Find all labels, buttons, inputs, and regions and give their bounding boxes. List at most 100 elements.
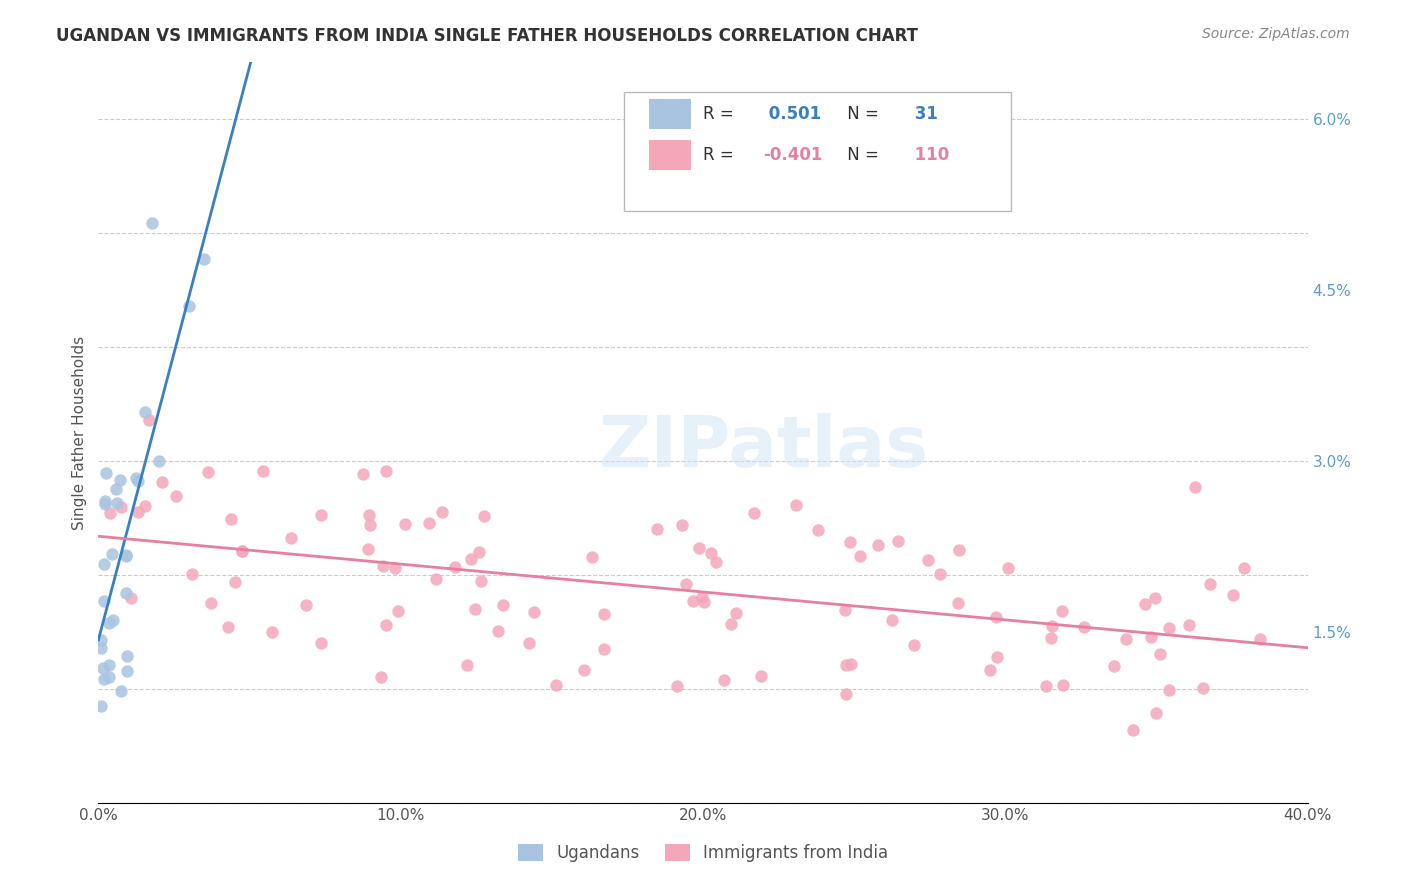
Point bbox=[134, 500, 156, 514]
Point bbox=[456, 657, 478, 672]
Point bbox=[375, 617, 398, 632]
Point bbox=[141, 215, 163, 229]
Point bbox=[645, 522, 668, 536]
Point bbox=[866, 538, 889, 552]
Text: N =: N = bbox=[842, 146, 884, 164]
Point bbox=[138, 413, 160, 427]
Point bbox=[1140, 630, 1163, 644]
Point bbox=[834, 602, 856, 616]
Point bbox=[98, 657, 121, 672]
Point bbox=[360, 517, 382, 532]
Point bbox=[1249, 632, 1271, 647]
Point bbox=[467, 545, 489, 559]
Text: N =: N = bbox=[842, 105, 884, 123]
Point bbox=[903, 638, 925, 652]
Point bbox=[1184, 480, 1206, 494]
Point bbox=[90, 699, 112, 714]
Point bbox=[470, 574, 492, 588]
Point bbox=[1040, 619, 1063, 633]
Text: ZIPatlas: ZIPatlas bbox=[599, 413, 928, 482]
Point bbox=[1052, 678, 1074, 692]
Point bbox=[197, 466, 219, 480]
Point bbox=[1192, 681, 1215, 695]
Point bbox=[880, 613, 903, 627]
Point bbox=[127, 505, 149, 519]
Point bbox=[124, 471, 146, 485]
Point bbox=[91, 661, 114, 675]
Point bbox=[374, 464, 396, 478]
Point bbox=[101, 547, 124, 561]
Point bbox=[224, 574, 246, 589]
Point bbox=[110, 500, 132, 514]
Point bbox=[464, 602, 486, 616]
Point bbox=[593, 641, 616, 656]
FancyBboxPatch shape bbox=[648, 140, 690, 169]
Point bbox=[839, 657, 862, 671]
Point bbox=[1222, 588, 1244, 602]
Point bbox=[110, 684, 132, 698]
Point bbox=[929, 566, 952, 581]
Point bbox=[946, 596, 969, 610]
Point bbox=[93, 557, 115, 571]
Point bbox=[295, 599, 318, 613]
Point bbox=[807, 523, 830, 537]
Point bbox=[700, 546, 723, 560]
FancyBboxPatch shape bbox=[624, 92, 1011, 211]
Point bbox=[751, 669, 773, 683]
Point bbox=[150, 475, 173, 489]
Point bbox=[260, 625, 283, 640]
Point bbox=[97, 616, 120, 631]
Point bbox=[720, 616, 742, 631]
Point bbox=[523, 605, 546, 619]
Point bbox=[488, 624, 510, 639]
Point bbox=[1102, 658, 1125, 673]
Point bbox=[309, 508, 332, 522]
Point bbox=[110, 473, 132, 487]
Legend: Ugandans, Immigrants from India: Ugandans, Immigrants from India bbox=[512, 837, 894, 869]
Point bbox=[460, 552, 482, 566]
Point bbox=[115, 586, 138, 600]
Point bbox=[688, 541, 710, 556]
Point bbox=[231, 544, 253, 558]
Text: R =: R = bbox=[703, 105, 740, 123]
Point bbox=[581, 550, 603, 565]
Point bbox=[193, 252, 215, 266]
Point bbox=[979, 663, 1001, 677]
Text: 0.501: 0.501 bbox=[763, 105, 821, 123]
Point bbox=[114, 549, 136, 563]
Point bbox=[101, 614, 124, 628]
Point bbox=[517, 635, 540, 649]
Point bbox=[444, 560, 467, 574]
Point bbox=[387, 604, 409, 618]
Point bbox=[120, 591, 142, 605]
Point bbox=[1146, 706, 1168, 720]
Point bbox=[179, 299, 201, 313]
Point bbox=[1115, 632, 1137, 647]
Point bbox=[359, 508, 381, 523]
Point bbox=[90, 640, 112, 655]
Point bbox=[704, 555, 727, 569]
Point bbox=[115, 648, 138, 663]
Point bbox=[148, 454, 170, 468]
Point bbox=[671, 518, 693, 533]
FancyBboxPatch shape bbox=[648, 99, 690, 129]
Point bbox=[115, 665, 138, 679]
Point bbox=[252, 464, 274, 478]
Point bbox=[1159, 621, 1181, 635]
Point bbox=[94, 466, 117, 480]
Point bbox=[572, 664, 595, 678]
Point bbox=[997, 561, 1019, 575]
Point bbox=[94, 494, 117, 508]
Point bbox=[200, 596, 222, 610]
Point bbox=[835, 687, 858, 701]
Point bbox=[231, 544, 253, 558]
Point bbox=[115, 549, 138, 563]
Point bbox=[690, 590, 713, 604]
Text: R =: R = bbox=[703, 146, 740, 164]
Point bbox=[785, 498, 807, 512]
Point bbox=[418, 516, 440, 531]
Point bbox=[97, 670, 120, 684]
Text: 110: 110 bbox=[908, 146, 949, 164]
Point bbox=[948, 542, 970, 557]
Point bbox=[984, 609, 1007, 624]
